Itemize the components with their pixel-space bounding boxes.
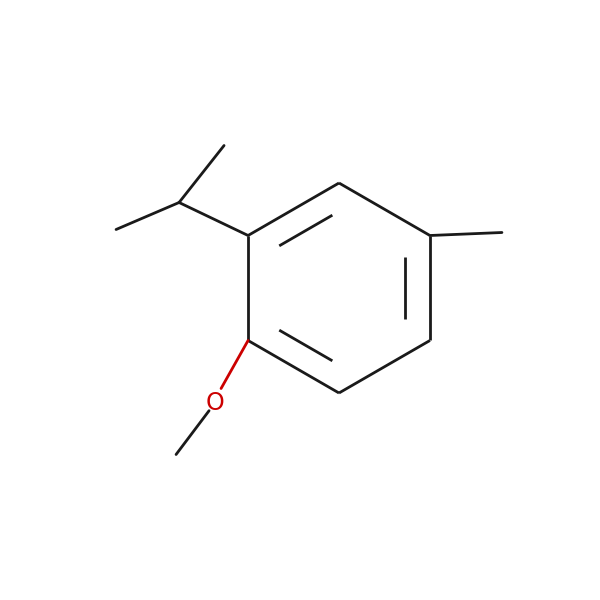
Text: O: O (206, 391, 224, 415)
